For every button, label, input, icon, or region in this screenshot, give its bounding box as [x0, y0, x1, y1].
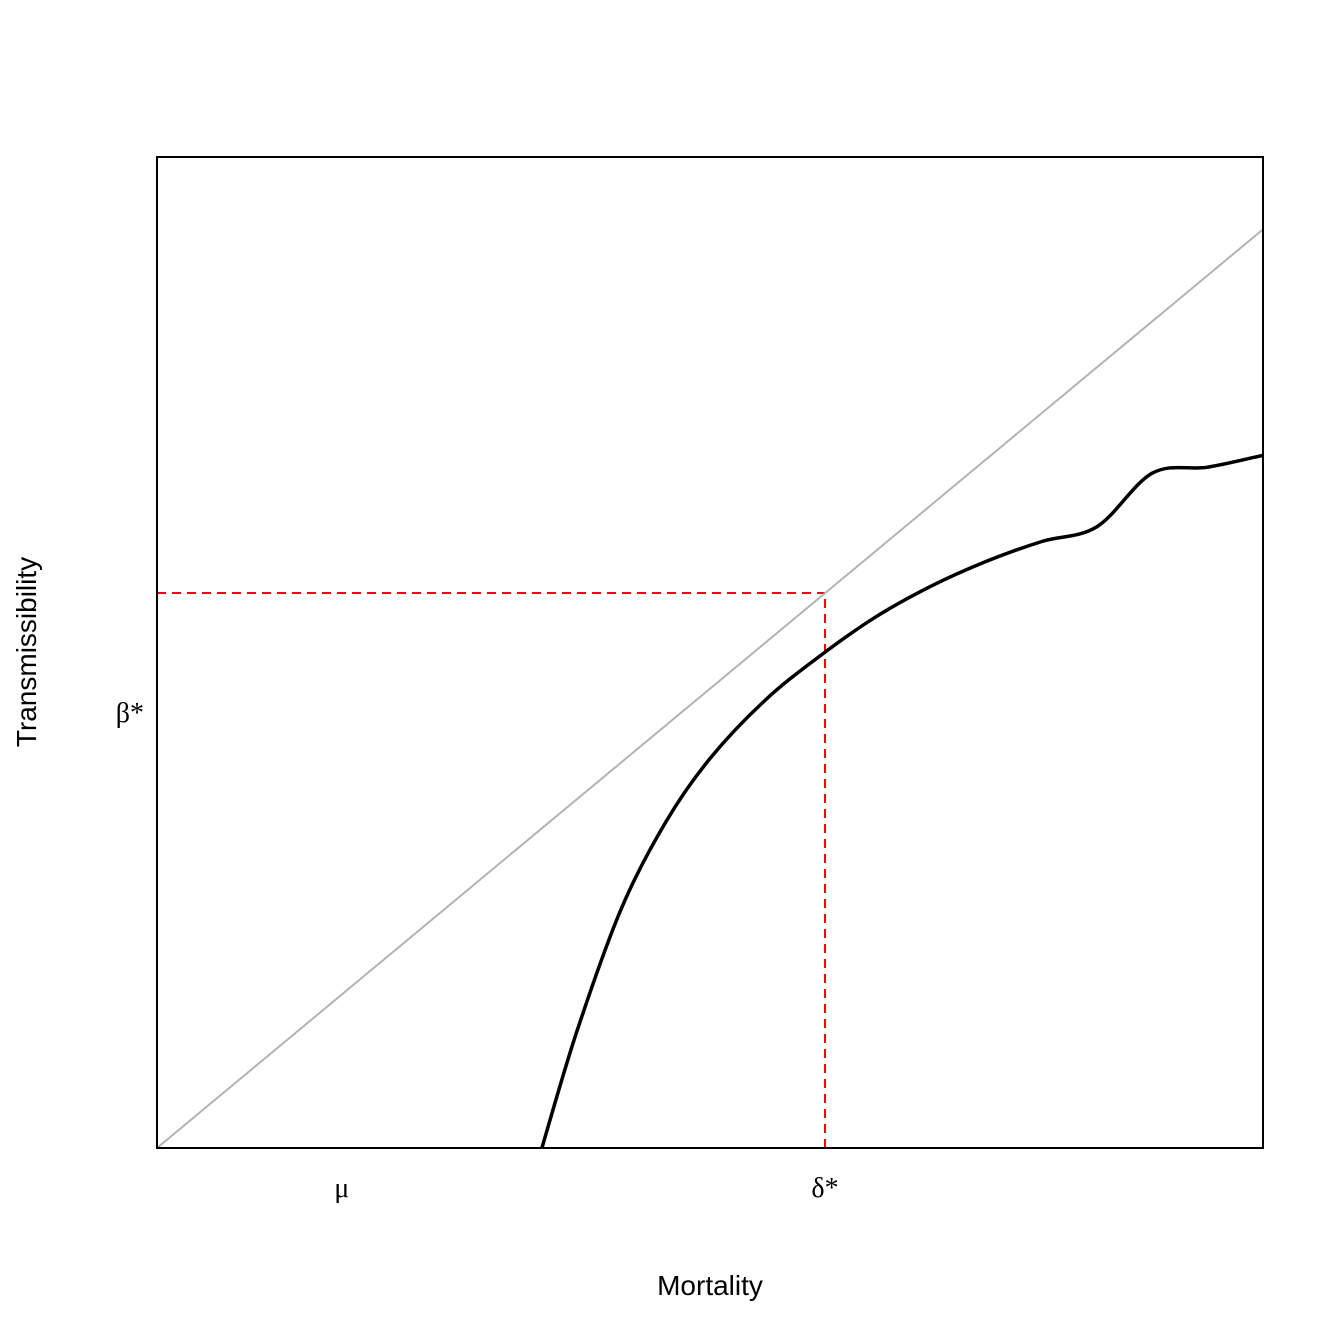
series-curve	[540, 453, 1263, 1148]
y-axis-title: Transmissibility	[11, 557, 42, 747]
x-tick-label-mu: μ	[334, 1173, 349, 1204]
series-tangent-line	[157, 228, 1263, 1148]
x-axis-title: Mortality	[657, 1270, 763, 1301]
x-tick-label-delta-star: δ*	[811, 1173, 838, 1204]
plot-frame	[156, 156, 1264, 1149]
plot-area	[157, 228, 1263, 1148]
y-tick-label-beta-star: β*	[116, 698, 144, 729]
